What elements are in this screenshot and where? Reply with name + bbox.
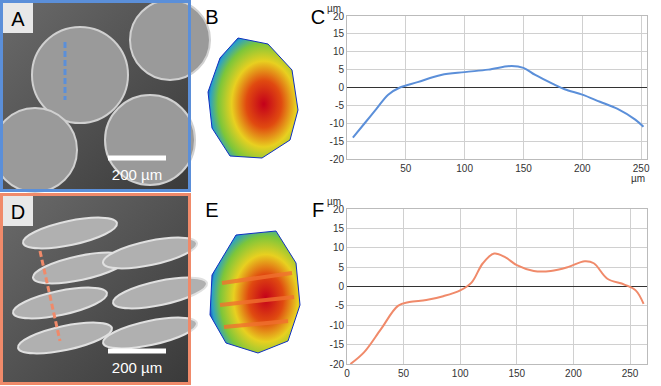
svg-text:µm: µm <box>327 196 341 207</box>
svg-text:200: 200 <box>565 368 582 379</box>
svg-text:D: D <box>11 201 25 223</box>
svg-text:10: 10 <box>333 242 345 253</box>
svg-text:0: 0 <box>344 368 350 379</box>
svg-text:15: 15 <box>333 28 345 39</box>
svg-text:200 µm: 200 µm <box>112 166 162 183</box>
svg-text:200 µm: 200 µm <box>112 359 162 376</box>
svg-text:5: 5 <box>338 262 344 273</box>
svg-text:50: 50 <box>398 368 410 379</box>
svg-text:150: 150 <box>515 163 532 174</box>
svg-text:µm: µm <box>631 173 645 184</box>
svg-text:20: 20 <box>333 11 345 22</box>
svg-text:100: 100 <box>456 163 473 174</box>
svg-text:F: F <box>312 199 324 221</box>
svg-text:250: 250 <box>622 368 639 379</box>
svg-text:-10: -10 <box>330 320 345 331</box>
svg-text:A: A <box>11 8 25 30</box>
svg-text:100: 100 <box>452 368 469 379</box>
svg-text:50: 50 <box>400 163 412 174</box>
svg-text:0: 0 <box>338 281 344 292</box>
svg-text:C: C <box>311 6 325 28</box>
svg-text:-5: -5 <box>335 300 344 311</box>
svg-text:-10: -10 <box>330 118 345 129</box>
svg-text:15: 15 <box>333 223 345 234</box>
svg-text:-15: -15 <box>330 339 345 350</box>
svg-text:µm: µm <box>327 3 341 14</box>
svg-text:0: 0 <box>338 82 344 93</box>
svg-text:20: 20 <box>333 204 345 215</box>
svg-text:150: 150 <box>508 368 525 379</box>
svg-text:B: B <box>205 6 218 28</box>
svg-text:250: 250 <box>633 163 650 174</box>
svg-text:-15: -15 <box>330 136 345 147</box>
svg-text:5: 5 <box>338 64 344 75</box>
svg-text:-20: -20 <box>330 359 345 370</box>
svg-text:-5: -5 <box>335 100 344 111</box>
svg-text:-20: -20 <box>330 154 345 165</box>
svg-text:E: E <box>205 199 218 221</box>
svg-text:200: 200 <box>574 163 591 174</box>
svg-text:10: 10 <box>333 46 345 57</box>
